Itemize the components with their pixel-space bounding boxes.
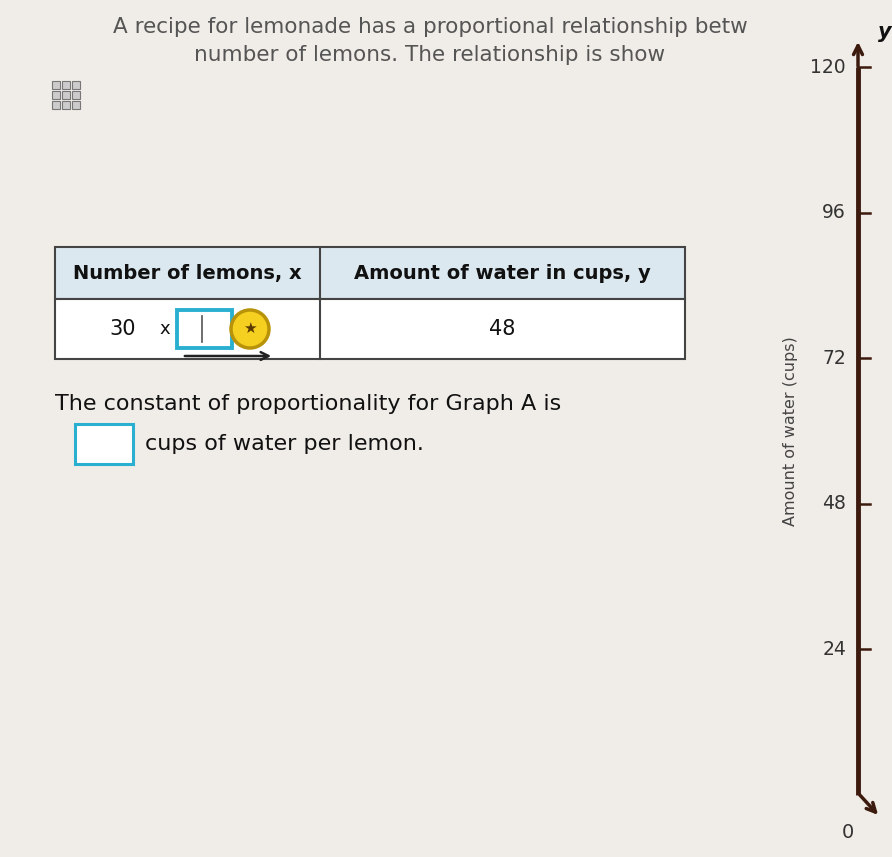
Circle shape [231,310,269,348]
Bar [177,310,232,348]
Text: A recipe for lemonade has a proportional relationship betw: A recipe for lemonade has a proportional… [112,17,747,37]
Bar [72,101,80,109]
Text: Number of lemons, x: Number of lemons, x [73,263,301,283]
Text: y: y [878,22,892,42]
Bar [62,81,70,89]
Text: The constant of proportionality for Graph A is: The constant of proportionality for Grap… [55,394,561,414]
Bar [62,91,70,99]
Text: Amount of water (cups): Amount of water (cups) [782,336,797,526]
Text: Amount of water in cups, y: Amount of water in cups, y [354,263,650,283]
Text: cups of water per lemon.: cups of water per lemon. [145,434,424,454]
Text: 120: 120 [810,57,846,76]
Text: 48: 48 [489,319,516,339]
Bar [62,101,70,109]
Bar [55,299,685,359]
Bar [75,424,133,464]
Text: number of lemons. The relationship is show: number of lemons. The relationship is sh… [194,45,665,65]
Text: 72: 72 [822,349,846,368]
Text: 96: 96 [822,203,846,222]
Text: x: x [160,320,170,338]
Text: 48: 48 [822,494,846,513]
Bar [72,91,80,99]
Bar [52,81,60,89]
Text: 24: 24 [822,640,846,659]
Text: 30: 30 [110,319,136,339]
Bar [52,101,60,109]
Bar [55,247,685,299]
Bar [52,91,60,99]
Text: 0: 0 [842,823,855,842]
Text: ★: ★ [244,321,257,335]
Bar [72,81,80,89]
